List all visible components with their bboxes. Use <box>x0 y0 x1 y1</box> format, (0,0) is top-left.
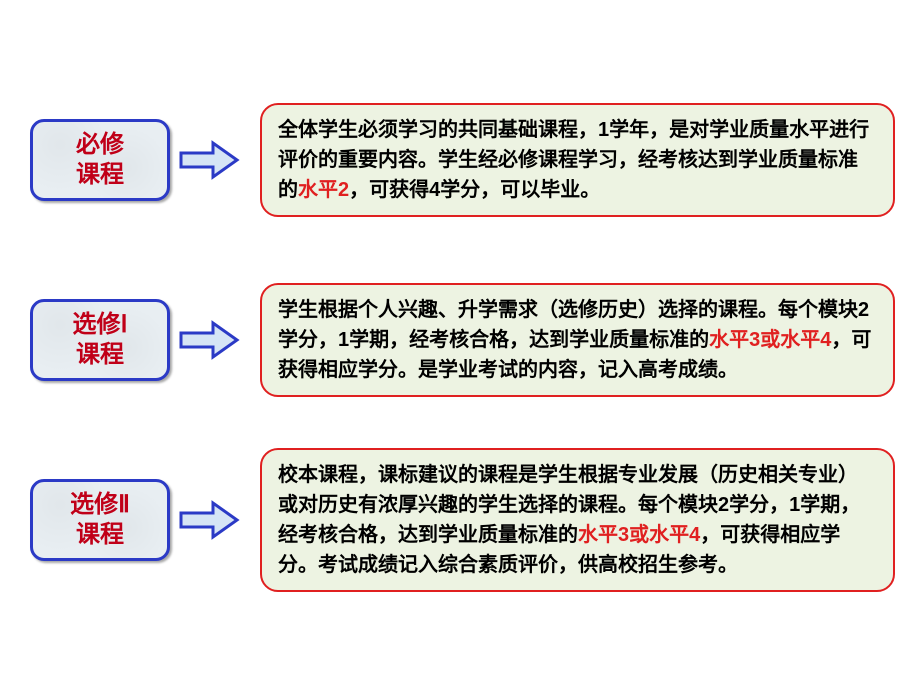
desc-highlight: 水平3或水平4 <box>578 524 700 546</box>
course-description: 学生根据个人兴趣、升学需求（选修历史）选择的课程。每个模块2学分，1学期，经考核… <box>260 283 895 397</box>
desc-post: ，可获得4学分，可以毕业。 <box>349 179 600 201</box>
course-label: 选修Ⅱ课程 <box>30 479 170 561</box>
label-line2: 课程 <box>33 160 167 190</box>
desc-highlight: 水平3或水平4 <box>709 329 831 351</box>
arrow-wrap <box>175 140 245 180</box>
arrow-icon <box>179 140 241 180</box>
label-line1: 选修Ⅰ <box>33 310 167 340</box>
arrow-icon <box>179 500 241 540</box>
course-description: 校本课程，课标建议的课程是学生根据专业发展（历史相关专业）或对历史有浓厚兴趣的学… <box>260 448 895 592</box>
label-line1: 必修 <box>33 130 167 160</box>
label-line1: 选修Ⅱ <box>33 490 167 520</box>
desc-highlight: 水平2 <box>298 179 349 201</box>
course-label: 必修课程 <box>30 119 170 201</box>
label-line2: 课程 <box>33 520 167 550</box>
arrow-wrap <box>175 500 245 540</box>
arrow-icon <box>179 320 241 360</box>
label-line2: 课程 <box>33 340 167 370</box>
arrow-wrap <box>175 320 245 360</box>
course-label: 选修Ⅰ课程 <box>30 299 170 381</box>
course-description: 全体学生必须学习的共同基础课程，1学年，是对学业质量水平进行评价的重要内容。学生… <box>260 103 895 217</box>
